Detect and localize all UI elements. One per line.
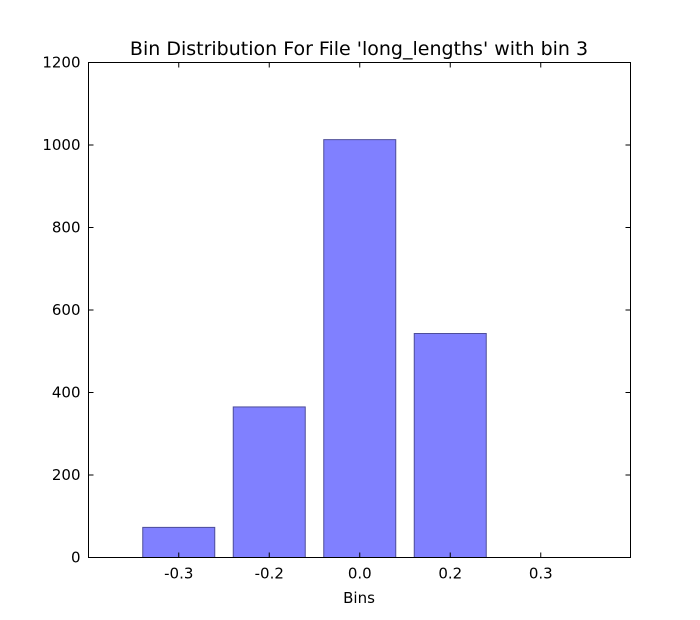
x-tick-label: 0.3 [529, 565, 553, 583]
x-tick-label: -0.3 [164, 565, 193, 583]
bar-2 [323, 139, 397, 558]
y-tick-label: 0 [71, 549, 81, 567]
bars-group [142, 139, 487, 559]
y-tick-label: 600 [52, 301, 81, 319]
x-tick-label: 0.0 [348, 565, 372, 583]
bar-1 [232, 406, 306, 558]
x-tick-label: -0.2 [255, 565, 284, 583]
y-tick-label: 800 [52, 219, 81, 237]
bar-0 [142, 526, 216, 559]
y-tick-label: 400 [52, 384, 81, 402]
chart-title: Bin Distribution For File 'long_lengths'… [130, 38, 588, 60]
x-axis: -0.3 -0.2 0.0 0.2 0.3 [164, 62, 553, 583]
y-tick-label: 1000 [42, 136, 80, 154]
bar-3 [413, 333, 487, 559]
y-tick-label: 200 [52, 466, 81, 484]
x-axis-label: Bins [343, 589, 375, 607]
y-axis: 0 200 400 600 800 1000 1200 [42, 54, 631, 567]
x-tick-label: 0.2 [438, 565, 462, 583]
y-tick-label: 1200 [42, 54, 80, 72]
